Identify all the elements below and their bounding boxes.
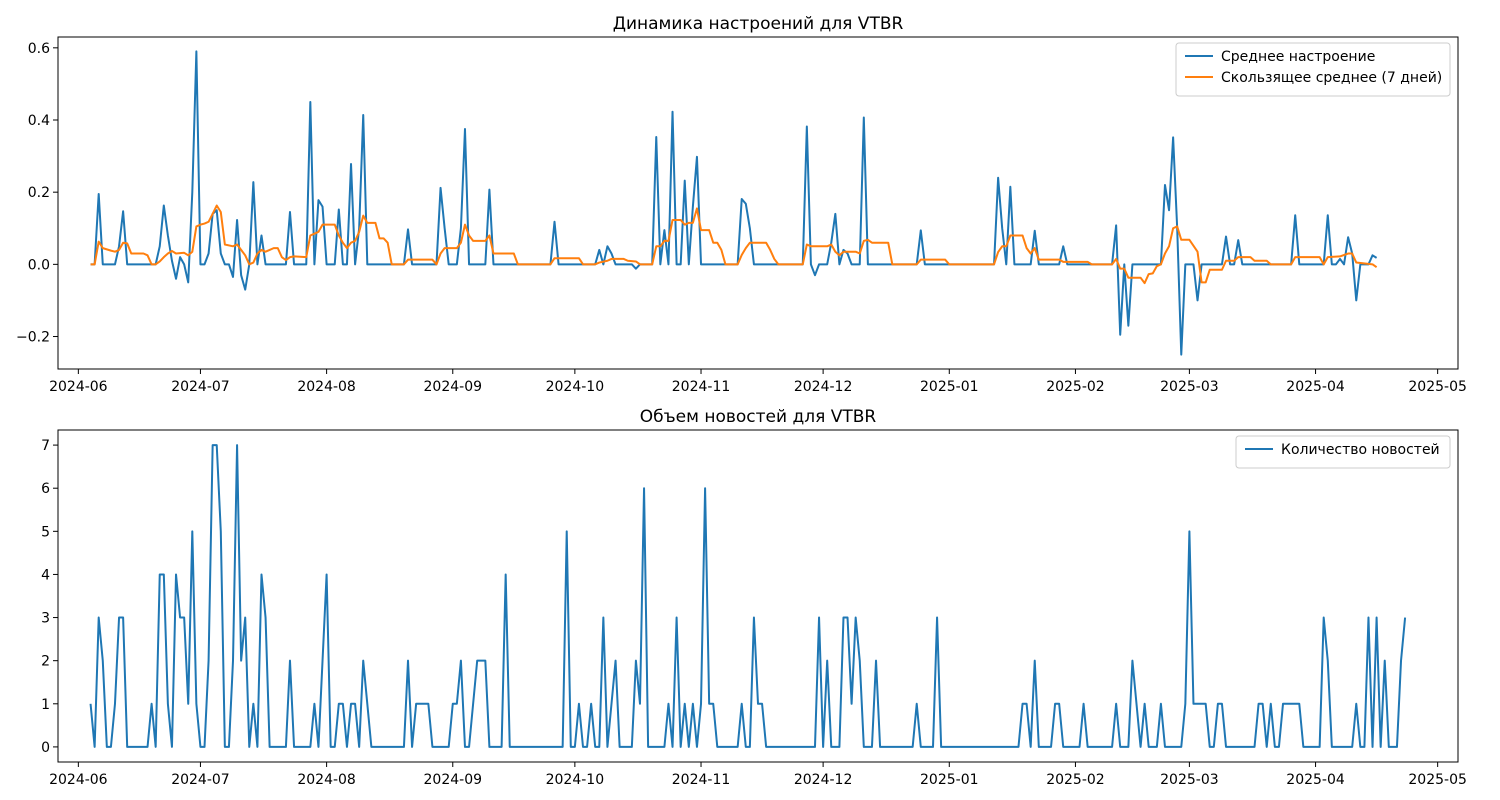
sentiment-y-tick-label: 0.4 xyxy=(28,113,50,129)
news-volume-y-tick-label: 0 xyxy=(41,740,50,756)
news-volume-y-tick-label: 1 xyxy=(41,697,50,713)
news-volume-plot-area: 2024-06 2024-07 2024-08 2024-09 2024-10 2024-… xyxy=(41,429,1467,788)
news-volume-x-tick-label: 2025-03 xyxy=(1160,772,1219,788)
sentiment-x-tick-label: 2024-09 xyxy=(424,379,483,395)
news-volume-chart: Объем новостей для VTBR 2024-06 2024-07 20… xyxy=(41,407,1467,788)
sentiment-legend-box xyxy=(1175,42,1451,97)
news-volume-y-tick-label: 7 xyxy=(41,438,50,454)
sentiment-x-tick-label: 2025-03 xyxy=(1160,379,1219,395)
news-volume-x-tick-label: 2024-07 xyxy=(171,772,230,788)
news-volume-y-tick-label: 2 xyxy=(41,654,50,670)
sentiment-series-line-0 xyxy=(90,50,1378,356)
sentiment-legend: Среднее настроение Скользящее среднее (7 … xyxy=(1175,42,1451,97)
sentiment-x-tick-label: 2025-05 xyxy=(1408,379,1467,395)
news-volume-x-tick-label: 2024-09 xyxy=(424,772,483,788)
sentiment-x-tick-label: 2024-12 xyxy=(794,379,853,395)
sentiment-legend-label-0: Среднее настроение xyxy=(1221,49,1375,65)
sentiment-series-line-1 xyxy=(90,204,1378,285)
sentiment-x-tick-label: 2025-02 xyxy=(1046,379,1105,395)
sentiment-x-tick-label: 2024-10 xyxy=(546,379,605,395)
sentiment-x-tick-label: 2024-07 xyxy=(171,379,230,395)
sentiment-legend-label-1: Скользящее среднее (7 дней) xyxy=(1221,70,1442,86)
sentiment-axes-frame xyxy=(57,36,1459,370)
news-volume-axes-frame xyxy=(57,429,1459,763)
news-volume-y-tick-label: 3 xyxy=(41,611,50,627)
sentiment-y-tick-label: 0.0 xyxy=(28,257,50,273)
sentiment-x-tick-label: 2024-06 xyxy=(49,379,108,395)
news-volume-x-tick-label: 2025-04 xyxy=(1286,772,1345,788)
news-volume-series-line-0 xyxy=(89,444,1407,748)
sentiment-x-tick-label: 2025-04 xyxy=(1286,379,1345,395)
sentiment-y-tick-label: 0.6 xyxy=(28,41,50,57)
sentiment-y-tick-label: −0.2 xyxy=(16,330,50,346)
news-volume-legend: Количество новостей xyxy=(1235,435,1451,469)
news-volume-x-tick-label: 2025-02 xyxy=(1046,772,1105,788)
sentiment-chart: Динамика настроений для VTBR 2024-06 2024… xyxy=(16,14,1467,395)
news-volume-y-tick-label: 4 xyxy=(41,567,50,583)
sentiment-x-tick-label: 2024-08 xyxy=(297,379,356,395)
news-volume-x-tick-label: 2025-05 xyxy=(1408,772,1467,788)
news-volume-chart-title: Объем новостей для VTBR xyxy=(640,407,877,427)
news-volume-x-tick-label: 2024-12 xyxy=(794,772,853,788)
news-volume-x-tick-label: 2024-08 xyxy=(297,772,356,788)
sentiment-x-tick-label: 2025-01 xyxy=(920,379,979,395)
news-volume-legend-label-0: Количество новостей xyxy=(1281,442,1440,458)
sentiment-x-tick-label: 2024-11 xyxy=(672,379,731,395)
news-volume-x-tick-label: 2024-11 xyxy=(672,772,731,788)
sentiment-plot-area: 2024-06 2024-07 2024-08 2024-09 2024-10 2024-… xyxy=(16,36,1467,395)
news-volume-y-tick-label: 6 xyxy=(41,481,50,497)
news-volume-x-tick-label: 2024-06 xyxy=(49,772,108,788)
news-volume-y-tick-label: 5 xyxy=(41,524,50,540)
news-volume-x-tick-label: 2025-01 xyxy=(920,772,979,788)
news-volume-legend-box xyxy=(1235,435,1451,469)
sentiment-chart-title: Динамика настроений для VTBR xyxy=(613,14,904,34)
sentiment-y-tick-label: 0.2 xyxy=(28,185,50,201)
news-volume-x-tick-label: 2024-10 xyxy=(546,772,605,788)
